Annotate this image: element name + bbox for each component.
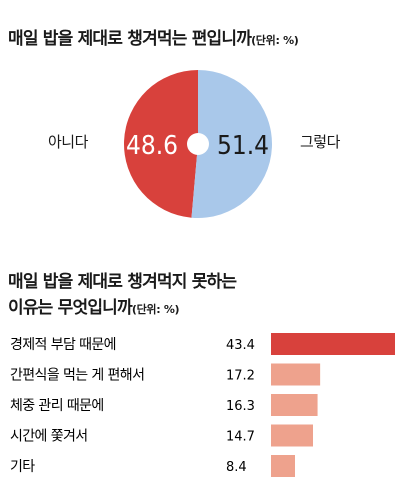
bar bbox=[271, 363, 321, 386]
bar-category-label: 기타 bbox=[10, 459, 35, 475]
bar bbox=[271, 394, 318, 416]
bar-value-label: 8.4 bbox=[226, 460, 247, 475]
bar-category-label: 경제적 부담 때문에 bbox=[10, 337, 116, 353]
bar-chart-title-line2: 이유는 무엇입니까(단위: %) bbox=[8, 293, 180, 318]
pie-label-no: 아니다 bbox=[48, 133, 88, 151]
pie-center-hole bbox=[187, 133, 209, 155]
bar-value-label: 17.2 bbox=[226, 369, 255, 384]
pie-chart: 48.6 51.4 bbox=[123, 70, 272, 218]
pie-label-yes: 그렇다 bbox=[300, 133, 340, 151]
bar-title-text: 이유는 무엇입니까 bbox=[8, 298, 133, 318]
bar-value-label: 16.3 bbox=[226, 399, 255, 414]
bar bbox=[271, 455, 295, 477]
bar-value-label: 43.4 bbox=[226, 338, 255, 353]
bar bbox=[271, 333, 395, 355]
pie-unit-note: (단위: %) bbox=[251, 34, 299, 47]
pie-slice-yes bbox=[191, 70, 272, 218]
pie-value-yes: 51.4 bbox=[217, 131, 269, 161]
bar-unit-note: (단위: %) bbox=[131, 303, 180, 316]
bar-category-label: 간편식을 먹는 게 편해서 bbox=[10, 368, 144, 384]
pie-slice-no bbox=[123, 70, 198, 218]
pie-value-no: 48.6 bbox=[126, 131, 178, 161]
pie-chart-title: 매일 밥을 제대로 챙겨먹는 편입니까(단위: %) bbox=[8, 24, 299, 49]
bar bbox=[271, 424, 313, 447]
bar-category-label: 시간에 쫓겨서 bbox=[10, 429, 88, 445]
pie-title-text: 매일 밥을 제대로 챙겨먹는 편입니까 bbox=[8, 29, 252, 49]
bar-category-label: 체중 관리 때문에 bbox=[10, 398, 104, 414]
bar-chart-title-line1: 매일 밥을 제대로 챙겨먹지 못하는 bbox=[8, 272, 237, 292]
bar-value-label: 14.7 bbox=[226, 430, 255, 445]
